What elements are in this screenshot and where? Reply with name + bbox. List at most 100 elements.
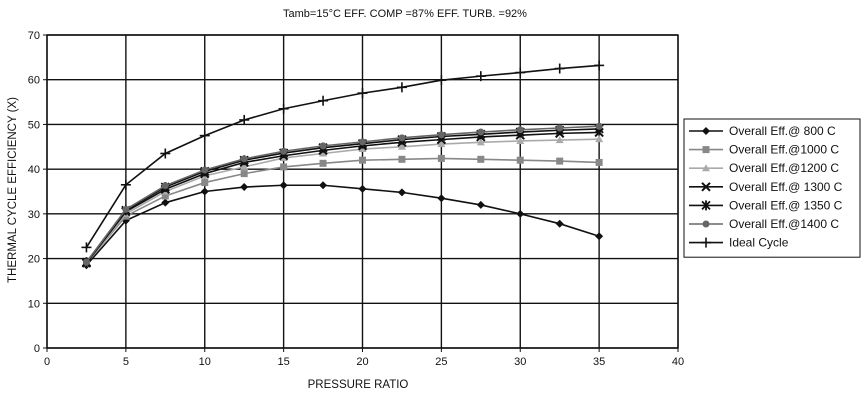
data-point-s1-5 [280,163,288,171]
x-tick-label-7: 35 [593,356,605,368]
legend-marker-1 [702,146,710,154]
legend-box [683,118,861,258]
series-1 [82,154,603,267]
x-tick-label-0: 0 [44,356,50,368]
x-tick-label-6: 30 [514,356,526,368]
y-tick-label-2: 20 [28,254,40,266]
data-point-s6-2 [160,148,171,159]
series-line-6 [85,64,600,248]
data-point-s1-7 [359,156,366,164]
data-point-s0-8 [397,188,406,197]
data-point-s0-6 [319,181,328,190]
data-point-s2-8 [397,142,406,150]
axes: 0 5 10 15 20 25 30 35 40 0 10 20 30 40 50 60 70 [28,30,684,368]
legend-marker-4 [701,200,711,211]
data-point-s0-3 [200,187,209,196]
data-point-s0-4 [240,183,249,192]
y-tick-label-3: 30 [28,209,40,221]
legend-label-3: Overall Eff.@ 1300 C [729,180,843,194]
data-point-s1-4 [240,170,248,178]
data-point-s5-12 [556,124,564,132]
data-point-s6-4 [239,114,250,125]
legend-marker-0 [702,127,710,135]
data-point-s1-3 [201,179,209,187]
data-point-s5-11 [516,126,524,134]
legend-label-6: Ideal Cycle [729,236,789,250]
data-point-s0-11 [516,209,525,218]
data-point-s5-9 [437,131,445,139]
data-point-s1-2 [161,192,169,200]
data-point-s1-10 [477,155,485,163]
legend-item-4: Overall Eff.@ 1350 C [689,198,843,212]
data-point-s0-7 [358,184,367,193]
data-point-s2-13 [595,135,604,143]
data-point-s1-6 [319,159,327,167]
data-point-s2-6 [319,149,328,157]
series-2 [82,135,604,267]
data-point-s0-2 [161,198,170,207]
data-point-s6-5 [278,103,289,114]
legend-marker-3 [701,182,711,192]
x-tick-label-1: 5 [123,356,129,368]
legend-item-3: Overall Eff.@ 1300 C [689,180,843,194]
y-tick-label-5: 50 [28,119,40,131]
series-line-1 [85,157,600,264]
legend-marker-6 [701,237,711,248]
x-tick-label-8: 40 [672,356,684,368]
x-tick-label-5: 25 [435,356,447,368]
chart-subtitle: Tamb=15°C EFF. COMP =87% EFF. TURB. =92% [283,8,527,20]
data-point-s5-7 [359,138,366,146]
data-point-s1-9 [437,154,445,162]
data-point-s5-2 [161,182,169,190]
legend-label-4: Overall Eff.@ 1350 C [729,198,843,212]
data-point-s6-13 [594,60,605,71]
legend-label-5: Overall Eff.@1400 C [729,217,839,231]
data-point-s0-13 [595,232,604,241]
legend-marker-5 [702,220,710,228]
data-point-s6-12 [554,63,565,74]
series-5 [82,122,603,266]
data-point-s6-9 [436,75,447,86]
x-tick-label-2: 10 [199,356,211,368]
y-tick-label-7: 70 [28,30,40,42]
data-point-s5-10 [477,128,485,136]
y-tick-label-0: 0 [34,343,40,355]
data-point-s2-4 [240,162,249,170]
y-axis-title: THERMAL CYCLE EFFICIENCY (X) [7,97,19,283]
series-line-3 [85,131,600,264]
data-point-s5-13 [595,122,603,130]
data-point-s5-5 [280,147,288,155]
series-line-2 [85,138,600,264]
data-point-s5-4 [240,155,248,163]
data-point-s2-11 [516,136,525,144]
data-point-s6-7 [357,88,368,99]
x-tick-label-4: 20 [356,356,368,368]
data-point-s0-5 [279,181,288,190]
series-0 [82,181,604,270]
series-4 [81,123,604,268]
y-tick-label-1: 10 [28,298,40,310]
data-point-s1-12 [556,157,564,165]
legend-item-1: Overall Eff.@1000 C [689,143,839,157]
data-point-s6-6 [318,95,329,106]
data-point-s2-12 [555,136,564,144]
data-point-s5-0 [82,258,90,266]
series-line-0 [85,184,600,266]
data-point-s6-8 [396,82,407,93]
legend-label-2: Overall Eff.@1200 C [729,161,839,175]
data-point-s6-11 [515,67,526,78]
data-point-s0-9 [437,194,446,203]
legend: Overall Eff.@ 800 C Overall Eff.@1000 C Ov… [683,118,861,258]
series-line-4 [85,128,600,263]
data-point-s2-9 [437,140,446,148]
legend-item-2: Overall Eff.@1200 C [689,161,839,175]
data-point-s2-10 [476,138,485,146]
legend-label-0: Overall Eff.@ 800 C [729,124,836,138]
data-point-s6-0 [81,242,92,253]
legend-item-0: Overall Eff.@ 800 C [689,124,836,138]
data-point-s5-8 [398,134,406,142]
legend-marker-2 [702,164,710,172]
data-point-s5-1 [122,205,130,213]
series-group [81,60,605,270]
